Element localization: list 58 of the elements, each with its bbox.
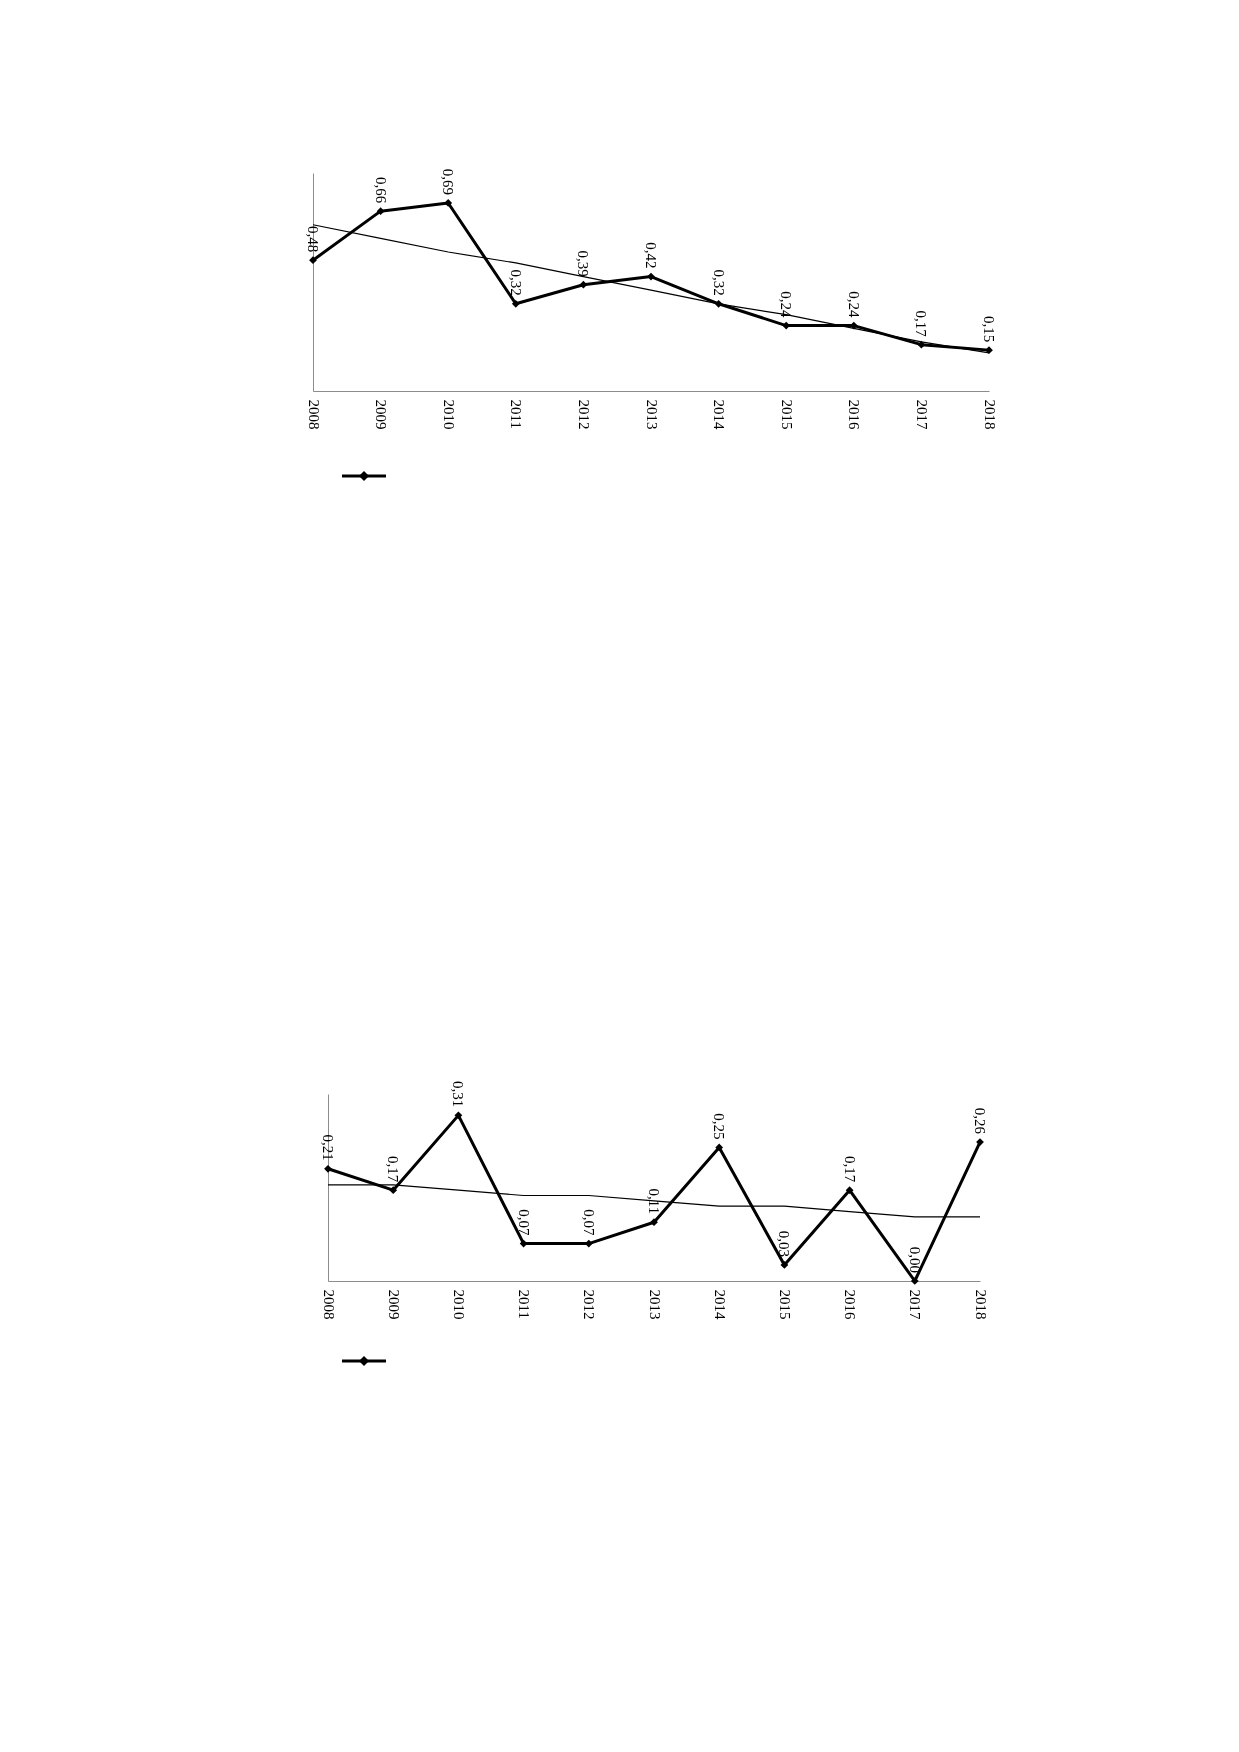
x-tick-label: 2012 [575,399,592,430]
x-tick-label: 2016 [846,399,863,430]
x-tick-label: 2010 [440,399,457,430]
data-label: 0,42 [643,242,659,269]
data-label: 0,66 [372,176,389,204]
data-label: 0,25 [711,1113,728,1140]
point [454,1111,463,1120]
x-tick-label: 2009 [373,399,390,430]
x-tick-label: 2011 [508,399,525,429]
data-label: 0,21 [320,1134,336,1161]
data-label: 0,31 [450,1081,467,1108]
x-tick-label: 2018 [981,399,998,430]
x-tick-label: 2018 [972,1289,989,1320]
x-tick-label: 2014 [711,1289,728,1320]
point [444,199,453,207]
point [647,272,655,281]
data-label: 0,11 [646,1188,662,1215]
point [579,280,588,289]
point [715,1143,724,1152]
data-label: 0,07 [580,1209,597,1237]
x-tick-label: 2013 [646,1289,663,1320]
x-tick-label: 2015 [776,1289,793,1320]
point [780,1261,789,1269]
x-tick-label: 2011 [516,1289,533,1319]
x-tick-label: 2017 [907,1289,924,1320]
point [910,1277,919,1285]
data-label: 0,17 [841,1155,858,1183]
data-label: 0,03 [776,1230,793,1257]
data-label: 0,17 [385,1155,402,1183]
x-tick-label: 2008 [305,399,322,430]
data-label: 0,24 [845,291,862,319]
data-label: 0,07 [515,1209,532,1237]
point [511,299,520,308]
data-label: 0,39 [575,250,592,277]
point [376,207,385,216]
x-tick-label: 2017 [913,399,930,430]
x-tick-label: 2016 [842,1289,859,1320]
x-tick-label: 2013 [643,399,660,430]
x-tick-label: 2010 [450,1289,467,1320]
x-tick-label: 2008 [320,1289,337,1320]
point [309,256,317,265]
data-label: 0,24 [778,291,795,319]
point [324,1164,332,1173]
data-label: 0,26 [972,1107,988,1135]
data-label: 0,32 [507,269,524,296]
data-label: 0,69 [440,168,457,195]
data-label: 0,32 [710,269,727,296]
x-tick-label: 2009 [385,1289,402,1320]
data-label: 0,17 [913,310,930,338]
data-label: 0,48 [305,225,321,253]
data-label: 0,15 [981,315,997,343]
point [389,1186,398,1195]
x-tick-label: 2014 [711,399,728,430]
x-tick-label: 2012 [581,1289,598,1320]
point [845,1186,854,1195]
x-tick-label: 2015 [778,399,795,430]
data-label: 0,00 [906,1246,923,1273]
point [650,1218,658,1227]
